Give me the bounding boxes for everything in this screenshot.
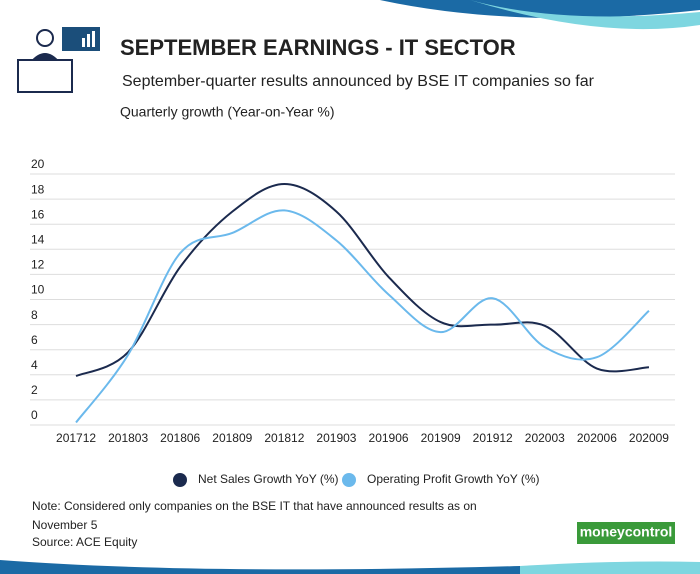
brand: moneycontrol	[580, 524, 673, 540]
x-tick-label: 201906	[369, 431, 409, 445]
legend-label: Operating Profit Growth YoY (%)	[367, 472, 540, 486]
x-tick-label: 201912	[473, 431, 513, 445]
y-axis-label: Quarterly growth (Year-on-Year %)	[120, 104, 335, 120]
icon	[17, 27, 100, 93]
x-tick-label: 201806	[160, 431, 200, 445]
source: Source: ACE Equity	[32, 535, 138, 549]
y-tick-label: 0	[31, 408, 38, 422]
x-tick-label: 202009	[629, 431, 669, 445]
legend-marker	[342, 473, 356, 487]
x-tick-label: 201903	[316, 431, 356, 445]
y-tick-label: 10	[31, 283, 45, 297]
y-tick-label: 18	[31, 182, 45, 196]
decor-wave	[380, 0, 700, 18]
decor-wave	[470, 0, 700, 30]
y-tick-label: 8	[31, 308, 38, 322]
note: Note: Considered only companies on the B…	[32, 499, 477, 532]
subtitle: September-quarter results announced by B…	[122, 73, 595, 90]
line	[75, 209, 650, 424]
x-tick-label: 201809	[212, 431, 252, 445]
chart-title: SEPTEMBER EARNINGS - IT SECTOR	[120, 35, 516, 60]
legend-label: Net Sales Growth YoY (%)	[198, 472, 339, 486]
x-tick-label: 202003	[525, 431, 565, 445]
x-tick-label: 201712	[56, 431, 96, 445]
legend-marker	[173, 473, 187, 487]
y-tick-label: 4	[31, 358, 38, 372]
line	[75, 183, 650, 377]
y-tick-label: 12	[31, 258, 45, 272]
x-tick-label: 202006	[577, 431, 617, 445]
decor-wave	[520, 561, 700, 574]
x-tick-label: 201812	[264, 431, 304, 445]
y-tick-label: 20	[31, 157, 45, 171]
y-tick-label: 14	[31, 232, 45, 246]
brand-box	[577, 522, 675, 544]
y-tick-label: 2	[31, 383, 38, 397]
y-tick-label: 6	[31, 333, 38, 347]
x-tick-label: 201909	[421, 431, 461, 445]
decor-wave	[0, 560, 520, 574]
x-tick-label: 201803	[108, 431, 148, 445]
y-tick-label: 16	[31, 207, 45, 221]
